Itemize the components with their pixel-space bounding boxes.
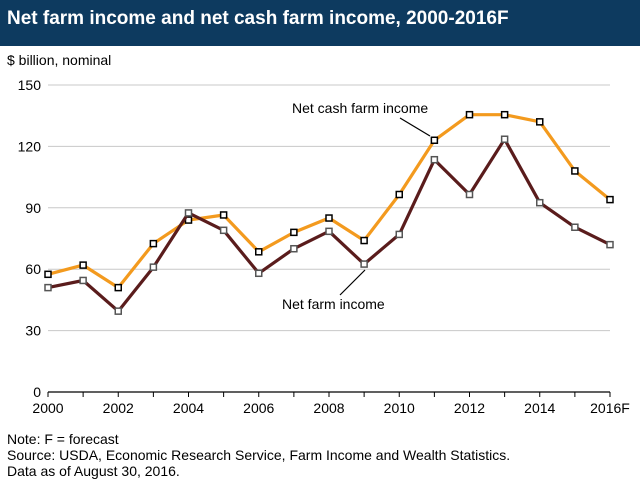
x-tick-label-2000: 2000 <box>32 400 63 416</box>
data-point-0-2003 <box>149 239 158 248</box>
series <box>44 110 614 315</box>
series-label-net-farm-income: Net farm income <box>282 296 385 312</box>
title-bar: Net farm income and net cash farm income… <box>0 0 640 46</box>
data-point-0-2007 <box>290 228 298 237</box>
data-point-0-2009 <box>360 236 368 245</box>
data-point-1-2010 <box>395 230 403 239</box>
data-point-1-2001 <box>79 276 87 285</box>
data-point-0-2015 <box>571 167 579 175</box>
x-tick-label-2006: 2006 <box>243 400 274 416</box>
data-point-0-2002 <box>114 283 122 292</box>
data-date-text: Data as of August 30, 2016. <box>7 463 180 479</box>
leader-line-net-cash <box>399 117 431 137</box>
data-point-1-2005 <box>219 226 228 235</box>
source-text: Source: USDA, Economic Research Service,… <box>7 447 511 463</box>
data-point-1-2009 <box>360 260 368 268</box>
series-line-0 <box>46 113 612 290</box>
axes: 0 30 60 90 120 150 2000 2002 2004 2006 2008 2010 201… <box>18 77 630 416</box>
data-point-1-2004 <box>184 209 193 217</box>
y-tick-label-120: 120 <box>18 138 42 154</box>
y-tick-label-30: 30 <box>25 323 41 339</box>
data-point-1-2013 <box>500 135 509 143</box>
series-line-1 <box>46 137 612 313</box>
gridlines <box>48 84 610 332</box>
annotations: Net cash farm income Net farm income <box>282 100 431 312</box>
x-tick-label-2004: 2004 <box>173 400 204 416</box>
data-point-1-2002 <box>114 307 122 315</box>
data-point-1-2000 <box>44 283 52 292</box>
data-point-0-2011 <box>430 136 439 145</box>
data-point-1-2012 <box>465 190 474 199</box>
data-point-1-2008 <box>325 227 333 236</box>
data-point-0-2013 <box>500 110 509 119</box>
data-point-1-2003 <box>149 263 158 271</box>
data-point-1-2006 <box>255 269 263 278</box>
x-tick-label-2014: 2014 <box>524 400 555 416</box>
footnotes: Note: F = forecast Source: USDA, Economi… <box>7 431 510 479</box>
x-tick-label-2010: 2010 <box>384 400 415 416</box>
x-tick-label-2016F: 2016F <box>590 400 630 416</box>
data-point-0-2006 <box>255 248 263 256</box>
data-point-1-2014 <box>536 198 544 207</box>
data-point-0-2016 <box>606 195 614 204</box>
data-point-0-2014 <box>536 118 544 126</box>
data-point-0-2000 <box>44 270 52 279</box>
y-tick-label-0: 0 <box>33 384 41 400</box>
y-tick-label-150: 150 <box>18 77 42 93</box>
data-point-0-2005 <box>219 211 228 219</box>
y-tick-label-90: 90 <box>25 200 41 216</box>
y-tick-label-60: 60 <box>25 261 41 277</box>
line-chart: 0 30 60 90 120 150 2000 2002 2004 2006 2008 2010 201… <box>18 77 630 416</box>
x-tick-label-2008: 2008 <box>313 400 344 416</box>
series-label-net-cash-farm-income: Net cash farm income <box>292 100 428 116</box>
data-point-0-2001 <box>79 261 87 269</box>
note-text: Note: F = forecast <box>7 431 119 447</box>
data-point-0-2010 <box>395 190 403 199</box>
leader-line-net-farm <box>339 269 366 296</box>
data-point-0-2012 <box>465 110 474 119</box>
data-point-1-2015 <box>571 223 579 231</box>
data-point-0-2008 <box>325 214 333 222</box>
x-tick-label-2002: 2002 <box>103 400 134 416</box>
chart-title: Net farm income and net cash farm income… <box>7 8 509 29</box>
data-point-1-2011 <box>430 155 439 164</box>
data-point-1-2016 <box>606 240 614 249</box>
data-point-1-2007 <box>290 244 298 253</box>
x-tick-label-2012: 2012 <box>454 400 485 416</box>
y-axis-label: $ billion, nominal <box>7 52 112 68</box>
